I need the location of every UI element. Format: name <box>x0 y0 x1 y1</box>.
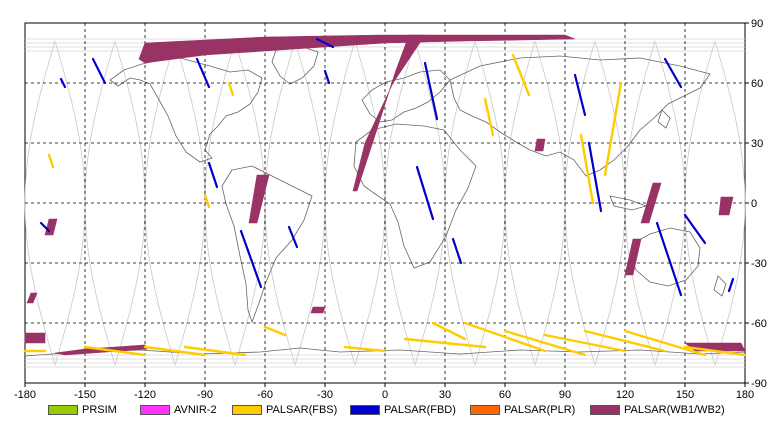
wb-footprint <box>310 306 326 314</box>
fbs-footprint <box>143 345 207 357</box>
fbs-footprint <box>623 329 707 357</box>
coastlines <box>24 45 746 357</box>
fbs-footprint <box>403 337 487 349</box>
fbd-footprint <box>195 57 211 89</box>
wb-footprint <box>248 174 270 224</box>
fbs-footprint <box>543 333 627 353</box>
palsar-fbd-swatch <box>350 405 380 415</box>
prsim-swatch <box>48 405 78 415</box>
fbd-footprint <box>287 225 299 249</box>
fbd-footprint <box>207 161 219 189</box>
y-tick-label: -30 <box>751 258 767 270</box>
fbd-footprint <box>91 57 107 85</box>
wb-footprint <box>640 182 662 224</box>
x-tick-label: -60 <box>257 389 273 400</box>
y-tick-label: 60 <box>751 78 763 90</box>
fbs-footprint <box>511 53 531 97</box>
fbs-footprint <box>463 321 547 353</box>
fbd-footprint <box>663 57 683 89</box>
palsar-fbs-swatch <box>232 405 262 415</box>
fbd-footprint <box>323 69 331 85</box>
legend-label: PALSAR(FBD) <box>384 404 456 416</box>
x-tick-label: -150 <box>74 389 96 400</box>
fbs-footprint <box>203 193 211 209</box>
x-tick-label: 30 <box>439 389 451 400</box>
y-tick-label: -90 <box>751 378 767 390</box>
x-tick-label: 0 <box>382 389 388 400</box>
legend-label: PALSAR(WB1/WB2) <box>624 404 725 416</box>
fbs-footprint <box>579 133 595 205</box>
japan-coast <box>657 109 671 129</box>
legend-label: AVNIR-2 <box>174 404 217 416</box>
fbs-footprint <box>483 97 495 137</box>
asia-coast <box>449 55 711 177</box>
x-tick-label: -180 <box>14 389 36 400</box>
y-tick-label: 30 <box>751 138 763 150</box>
new-zealand-coast <box>713 275 727 297</box>
longitude-ticks: -180 -150 -120 -90 -60 -30 0 30 60 90 120 150 180 <box>14 383 754 401</box>
fbd-footprint <box>573 73 587 117</box>
wb-footprint <box>352 34 426 192</box>
wb-footprint <box>26 292 38 304</box>
wb-footprint <box>138 34 576 64</box>
fbs-footprint <box>583 329 667 353</box>
y-tick-label: 90 <box>751 18 763 30</box>
wb-footprint <box>624 238 642 276</box>
indonesia-coast <box>609 195 648 211</box>
south-america-coast <box>221 165 313 324</box>
fbd-footprint <box>683 213 707 245</box>
y-tick-label: 0 <box>751 198 757 210</box>
fbd-footprint <box>59 77 67 89</box>
fbd-footprint <box>39 221 51 233</box>
fbs-footprint <box>603 81 623 177</box>
wb-footprint <box>534 138 546 152</box>
acquisition-footprints <box>23 34 747 357</box>
x-tick-label: 120 <box>616 389 634 400</box>
x-tick-label: 90 <box>559 389 571 400</box>
africa-coast <box>353 123 477 269</box>
fbs-footprint <box>227 81 235 97</box>
fbd-footprint <box>423 61 439 121</box>
fbd-footprint <box>587 141 603 213</box>
x-tick-label: -120 <box>134 389 156 400</box>
x-tick-label: 60 <box>499 389 511 400</box>
x-tick-label: 150 <box>676 389 694 400</box>
y-tick-label: -60 <box>751 318 767 330</box>
avnir2-swatch <box>140 405 170 415</box>
fbd-footprint <box>239 229 263 289</box>
latitude-ticks: 90 60 30 0 -30 -60 -90 <box>745 18 767 390</box>
fbs-footprint <box>183 345 247 357</box>
fbd-footprint <box>315 37 335 49</box>
palsar-wb-swatch <box>590 405 620 415</box>
fbs-footprint <box>683 345 747 357</box>
graticule <box>25 23 745 383</box>
fbd-footprint <box>727 277 735 293</box>
wb-footprint <box>718 196 734 216</box>
x-tick-label: -30 <box>317 389 333 400</box>
legend-label: PALSAR(FBS) <box>266 404 338 416</box>
fbs-footprint <box>263 325 287 337</box>
fbs-footprint <box>431 321 467 341</box>
legend-label: PRSIM <box>82 404 117 416</box>
fbd-footprint <box>655 221 683 297</box>
x-tick-label: 180 <box>736 389 754 400</box>
australia-coast <box>629 227 701 287</box>
fbs-footprint <box>343 345 387 353</box>
legend-label: PALSAR(PLR) <box>504 404 576 416</box>
x-tick-label: -90 <box>197 389 213 400</box>
palsar-plr-swatch <box>470 405 500 415</box>
legend: PRSIM AVNIR-2 PALSAR(FBS) PALSAR(FBD) PA… <box>0 400 770 422</box>
fbd-footprint <box>415 165 435 221</box>
europe-coast <box>361 69 451 123</box>
fbs-footprint <box>47 153 55 169</box>
fbd-footprint <box>451 237 463 265</box>
wb-footprint <box>24 332 46 344</box>
fbs-footprint <box>503 329 587 357</box>
fbs-footprint <box>83 345 147 357</box>
antarctica-coast <box>24 347 746 357</box>
map-canvas: -180 -150 -120 -90 -60 -30 0 30 60 90 120 150 180 90… <box>14 18 767 401</box>
